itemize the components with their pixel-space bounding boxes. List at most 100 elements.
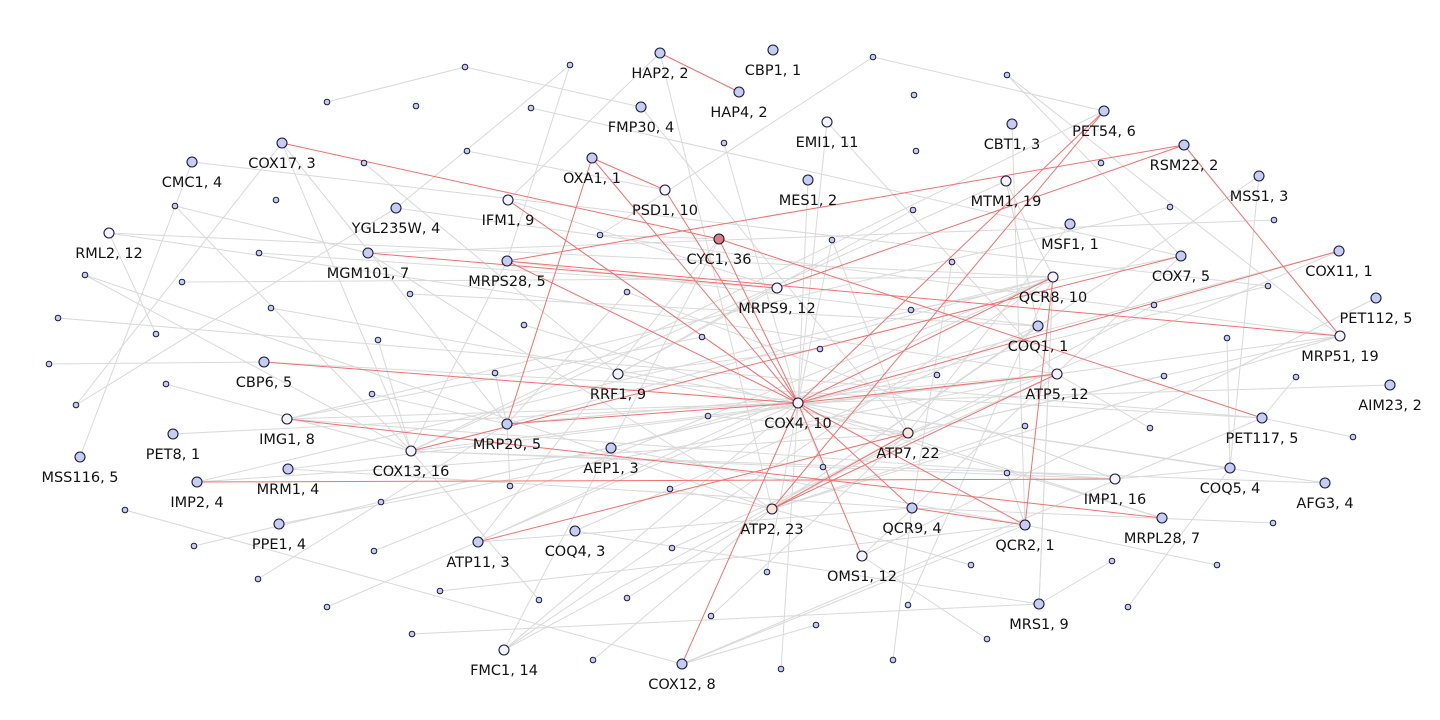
node-rrf1: RRF1, 9 <box>590 368 646 403</box>
node-imp1: IMP1, 16 <box>1084 473 1146 508</box>
node-circle <box>1019 519 1031 531</box>
unlabeled-node <box>1270 216 1278 224</box>
background-edge <box>79 161 193 458</box>
edge-atp5-cox4 <box>797 373 1058 404</box>
node-circle <box>1156 512 1168 524</box>
unlabeled-node <box>967 561 975 569</box>
background-edge <box>797 402 1163 519</box>
node-img1: IMG1, 8 <box>259 413 315 448</box>
unlabeled-node <box>436 587 444 595</box>
node-circle <box>676 658 688 670</box>
background-edge <box>270 307 799 404</box>
edge-mgm101-mrps9 <box>367 252 778 289</box>
node-label: RML2, 12 <box>75 246 143 262</box>
node-label: QCR2, 1 <box>995 538 1054 554</box>
node-label: YGL235W, 4 <box>351 221 441 237</box>
background-edge <box>410 180 1007 452</box>
node-circle <box>635 101 647 113</box>
node-circle <box>1051 368 1063 380</box>
node-label: PET8, 1 <box>146 447 200 463</box>
node-circle <box>1000 175 1012 187</box>
unlabeled-node <box>81 271 89 279</box>
node-label: FMC1, 14 <box>470 663 538 679</box>
edge-cox4-qcr2 <box>797 402 1026 526</box>
unlabeled-node <box>909 206 917 214</box>
node-rsm22: RSM22, 2 <box>1150 139 1218 174</box>
unlabeled-node <box>323 603 331 611</box>
unlabeled-node <box>1003 71 1011 79</box>
background-edge <box>766 402 799 573</box>
background-edge <box>191 161 1269 287</box>
node-cyc1: CYC1, 36 <box>687 233 751 268</box>
node-cbp1: CBP1, 1 <box>745 44 801 79</box>
background-edge <box>707 415 909 434</box>
node-mss1: MSS1, 3 <box>1230 170 1289 205</box>
background-edge <box>108 232 1054 278</box>
node-label: HAP2, 2 <box>631 66 688 82</box>
node-circle <box>1333 245 1345 257</box>
node-mss116: MSS116, 5 <box>41 451 119 486</box>
node-cox7: COX7, 5 <box>1152 250 1210 285</box>
background-edge <box>287 373 1058 470</box>
node-label: ATP5, 12 <box>1025 387 1088 403</box>
node-mrps28: MRPS28, 5 <box>468 255 546 290</box>
node-circle <box>502 194 514 206</box>
edge-img1-mrpl28 <box>286 418 1163 519</box>
node-emi1: EMI1, 11 <box>796 116 858 151</box>
node-msf1: MSF1, 1 <box>1041 218 1099 253</box>
node-circle <box>906 502 918 514</box>
background-edge <box>506 373 1058 425</box>
background-edge <box>681 417 1263 665</box>
node-label: CMC1, 4 <box>162 175 222 191</box>
node-circle <box>1224 462 1236 474</box>
node-label: FMP30, 4 <box>608 120 675 136</box>
node-circle <box>1178 139 1190 151</box>
node-circle <box>1032 320 1044 332</box>
unlabeled-node <box>527 104 535 112</box>
unlabeled-node <box>1223 334 1231 342</box>
edge-oxa1-mrp20 <box>506 157 593 425</box>
node-label: OMS1, 12 <box>827 569 897 585</box>
background-edge <box>326 66 466 103</box>
unlabeled-node <box>812 621 820 629</box>
node-label: MSS116, 5 <box>41 470 118 486</box>
node-circle <box>498 644 510 656</box>
background-edge <box>640 106 909 434</box>
unlabeled-node <box>520 321 528 329</box>
node-circle <box>273 518 285 530</box>
node-label: MSS1, 3 <box>1230 189 1289 205</box>
unlabeled-node <box>623 594 631 602</box>
node-qcr9: QCR9, 4 <box>882 502 942 537</box>
background-edge <box>892 507 913 661</box>
node-atp5: ATP5, 12 <box>1025 368 1089 403</box>
background-edge <box>599 234 720 240</box>
background-edge <box>193 402 799 547</box>
unlabeled-node <box>933 371 941 379</box>
node-label: PSD1, 10 <box>632 203 698 219</box>
background-edge <box>84 274 412 452</box>
node-label: MRPS28, 5 <box>468 274 545 290</box>
node-circle <box>472 536 484 548</box>
unlabeled-node <box>819 463 827 471</box>
edge-imp2-imp1 <box>196 478 1116 483</box>
background-edge <box>503 276 1054 651</box>
node-circle <box>1006 118 1018 130</box>
node-label: IFM1, 9 <box>482 213 535 229</box>
edge-cox7-cox13 <box>410 255 1182 452</box>
unlabeled-node <box>1146 424 1154 432</box>
edge-pet54-cox4 <box>797 110 1105 404</box>
node-label: MRM1, 4 <box>257 482 320 498</box>
unlabeled-node <box>535 596 543 604</box>
node-label: IMP1, 16 <box>1084 492 1146 508</box>
node-ppe1: PPE1, 4 <box>252 518 306 553</box>
background-edge <box>592 508 773 661</box>
background-edge <box>831 239 909 434</box>
unlabeled-node <box>1213 561 1221 569</box>
unlabeled-node <box>374 336 382 344</box>
node-circle <box>1033 598 1045 610</box>
background-edge <box>1011 123 1026 526</box>
background-edge <box>1006 74 1341 337</box>
background-edge <box>911 507 1274 524</box>
node-imp2: IMP2, 4 <box>170 476 224 511</box>
background-edge <box>373 276 1054 552</box>
